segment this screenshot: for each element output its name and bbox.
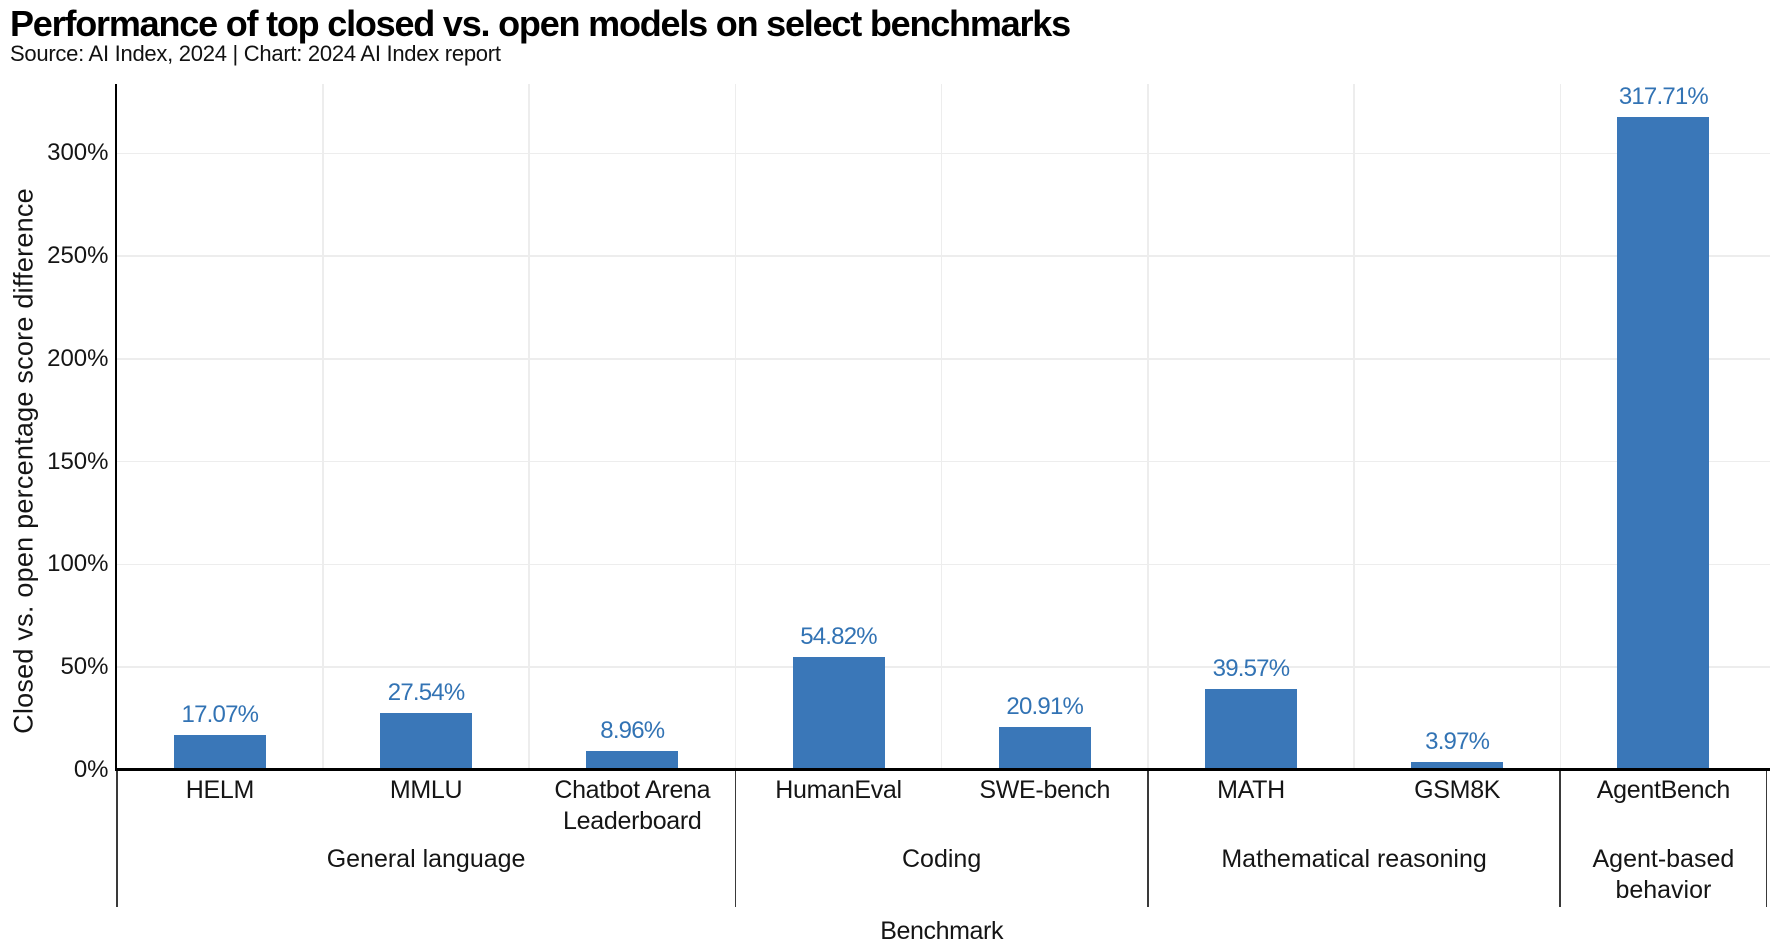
bar-value-label: 27.54% <box>387 679 465 707</box>
x-tick-label: Chatbot Arena Leaderboard <box>554 776 711 835</box>
group-divider <box>1147 771 1149 908</box>
gridline-vertical <box>528 84 530 769</box>
x-tick-label: HELM <box>185 776 255 804</box>
bar-value-label: 17.07% <box>181 700 259 728</box>
gridline-horizontal <box>116 358 1770 360</box>
bar-gsm8k <box>1411 761 1504 771</box>
gridline-horizontal <box>116 563 1770 566</box>
group-divider <box>734 771 737 908</box>
gridline-vertical <box>734 84 737 769</box>
x-tick-label: AgentBench <box>1596 776 1731 804</box>
y-axis-line <box>114 84 117 772</box>
gridline-horizontal <box>116 255 1770 257</box>
y-tick-label: 300% <box>47 139 109 167</box>
bar-helm <box>173 734 266 771</box>
chart-subtitle: Source: AI Index, 2024 | Chart: 2024 AI … <box>10 41 501 66</box>
group-divider <box>1765 771 1768 908</box>
x-axis-title: Benchmark <box>880 917 1004 945</box>
group-label-general-language: General language <box>326 845 526 873</box>
y-tick-label: 0% <box>73 755 109 783</box>
group-divider <box>1559 771 1562 908</box>
x-tick-label: MMLU <box>389 776 463 804</box>
gridline-vertical <box>940 84 943 769</box>
group-label-agent-based-behavior: Agent-based behavior <box>1592 845 1735 904</box>
gridline-horizontal <box>116 152 1770 155</box>
gridline-vertical <box>1559 84 1562 769</box>
gridline-horizontal <box>116 460 1770 463</box>
bar-value-label: 39.57% <box>1212 654 1290 682</box>
group-label-mathematical-reasoning: Mathematical reasoning <box>1221 845 1487 873</box>
bar-value-label: 20.91% <box>1006 692 1084 720</box>
x-tick-label: MATH <box>1217 776 1285 804</box>
gridline-horizontal <box>116 666 1770 668</box>
x-tick-label: HumanEval <box>775 776 902 804</box>
y-tick-label: 100% <box>47 550 109 578</box>
chart-title: Performance of top closed vs. open model… <box>10 3 1071 44</box>
bar-mmlu <box>380 713 473 771</box>
gridline-vertical <box>1353 84 1355 769</box>
x-axis-line <box>114 768 1770 772</box>
bar-humaneval <box>792 657 885 771</box>
y-tick-label: 150% <box>47 447 109 475</box>
bar-chatbot-arena-leaderboard <box>586 751 679 771</box>
y-tick-label: 250% <box>47 242 109 270</box>
gridline-vertical <box>322 84 324 769</box>
bar-swe-bench <box>998 726 1091 771</box>
group-divider <box>115 771 118 908</box>
x-tick-label: GSM8K <box>1414 776 1501 804</box>
bar-value-label: 317.71% <box>1618 83 1709 111</box>
bar-value-label: 8.96% <box>600 717 665 745</box>
gridline-vertical <box>1147 84 1149 769</box>
bar-value-label: 3.97% <box>1425 727 1490 755</box>
group-label-coding: Coding <box>902 845 982 873</box>
y-tick-label: 200% <box>47 344 109 372</box>
bar-value-label: 54.82% <box>800 623 877 651</box>
bar-agentbench <box>1617 117 1710 771</box>
x-tick-label: SWE-bench <box>979 776 1111 804</box>
y-tick-label: 50% <box>60 653 109 681</box>
bar-math <box>1204 688 1297 771</box>
